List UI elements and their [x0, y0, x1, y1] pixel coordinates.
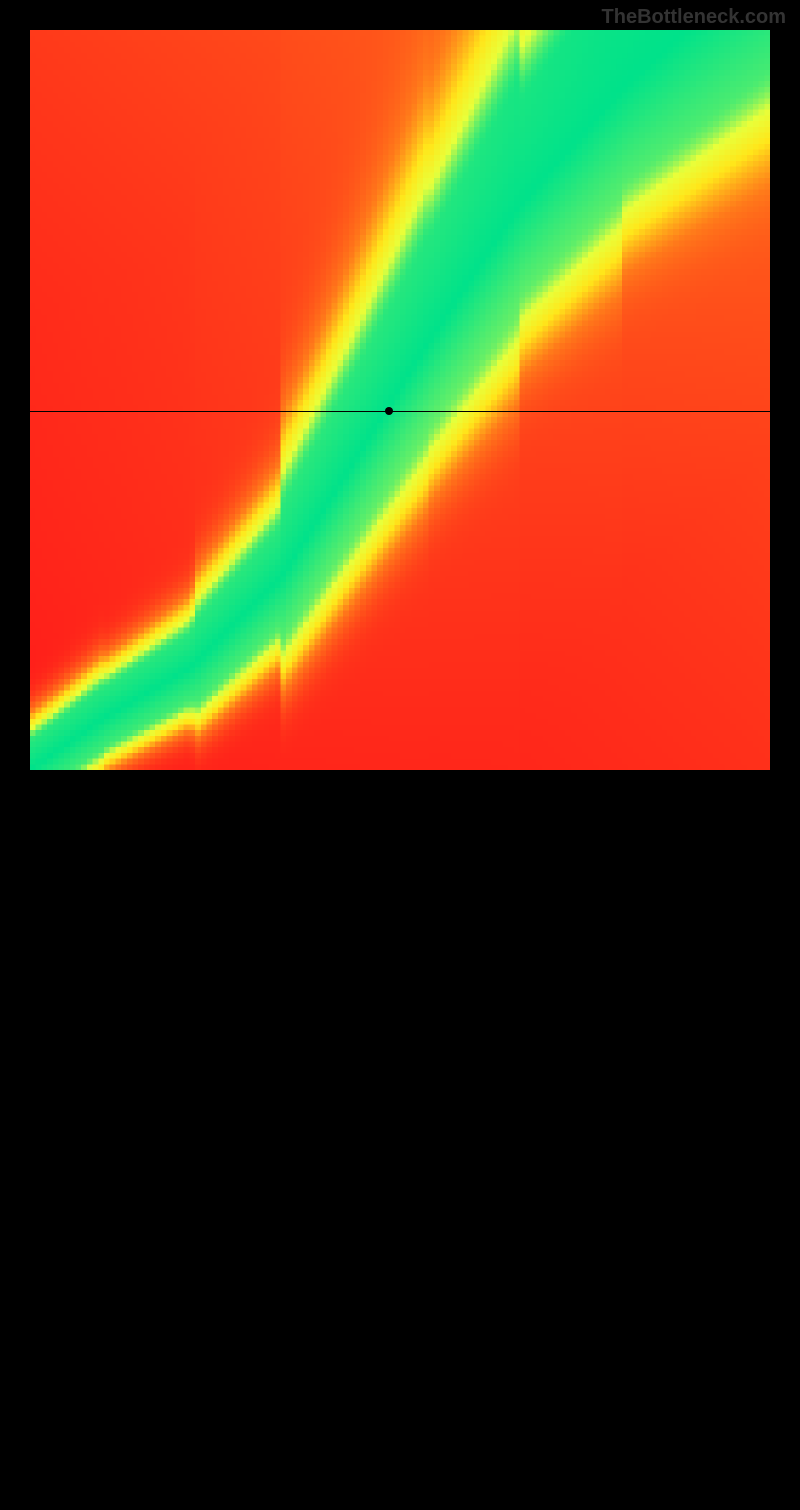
heatmap-plot — [30, 30, 770, 770]
heatmap-canvas — [30, 30, 770, 770]
watermark-text: TheBottleneck.com — [602, 6, 786, 29]
crosshair-horizontal — [30, 411, 770, 412]
crosshair-vertical — [389, 770, 390, 1510]
crosshair-marker — [385, 407, 393, 415]
